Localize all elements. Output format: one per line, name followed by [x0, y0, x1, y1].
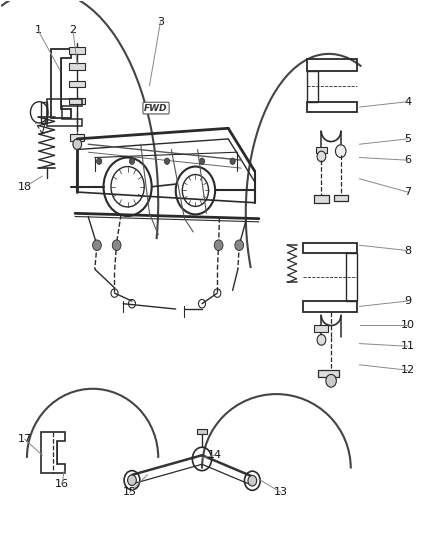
Circle shape [199, 158, 204, 165]
Circle shape [92, 240, 101, 251]
Text: 6: 6 [403, 155, 410, 165]
Circle shape [316, 335, 325, 345]
Circle shape [73, 139, 81, 150]
Text: 13: 13 [273, 488, 287, 497]
Text: 17: 17 [18, 434, 32, 445]
Polygon shape [314, 325, 327, 333]
Polygon shape [333, 195, 347, 201]
Polygon shape [69, 98, 85, 104]
Text: 9: 9 [403, 296, 410, 306]
Circle shape [112, 240, 121, 251]
Circle shape [129, 158, 134, 165]
Text: 14: 14 [208, 450, 222, 460]
Circle shape [214, 240, 223, 251]
Polygon shape [70, 134, 84, 141]
Text: 12: 12 [400, 365, 414, 375]
Circle shape [164, 158, 169, 165]
Text: 5: 5 [403, 134, 410, 144]
Circle shape [96, 158, 102, 165]
Polygon shape [317, 370, 338, 377]
Text: 7: 7 [403, 187, 410, 197]
Circle shape [247, 475, 256, 486]
Text: 1: 1 [34, 25, 41, 35]
Text: 16: 16 [55, 480, 69, 489]
Text: 8: 8 [403, 246, 410, 255]
Text: 3: 3 [156, 17, 163, 27]
Polygon shape [196, 429, 207, 434]
Circle shape [325, 374, 336, 387]
Text: 11: 11 [400, 341, 414, 351]
Polygon shape [313, 195, 328, 203]
Text: 18: 18 [18, 182, 32, 192]
Text: 15: 15 [123, 488, 137, 497]
Text: 4: 4 [403, 96, 410, 107]
Text: FWD: FWD [144, 103, 167, 112]
Polygon shape [69, 81, 85, 87]
Polygon shape [69, 47, 85, 54]
Circle shape [230, 158, 235, 165]
Circle shape [234, 240, 243, 251]
Circle shape [127, 475, 136, 486]
Text: 10: 10 [400, 320, 414, 330]
Circle shape [316, 151, 325, 162]
Polygon shape [69, 63, 85, 70]
Circle shape [335, 145, 345, 158]
Text: 2: 2 [69, 25, 76, 35]
Polygon shape [315, 147, 326, 154]
